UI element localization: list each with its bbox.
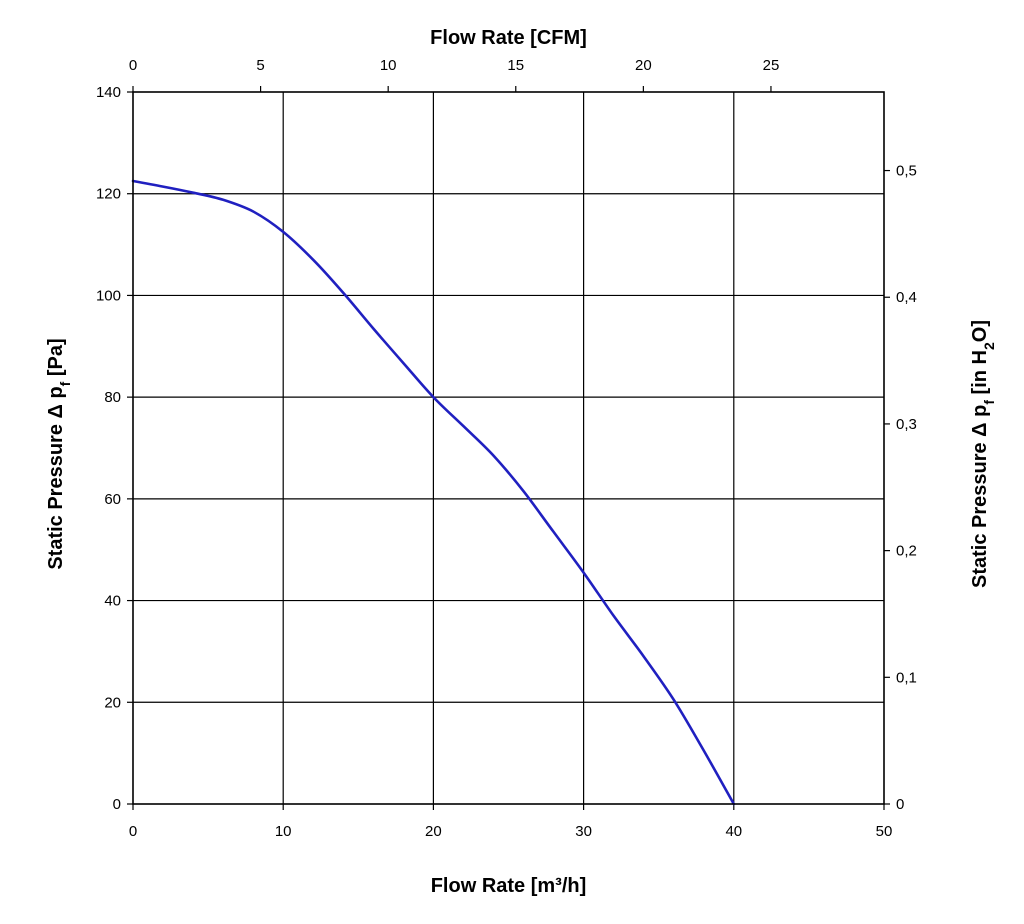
- y2-tick-label: 0: [896, 796, 904, 813]
- x-tick-label: 30: [575, 823, 592, 840]
- x2-tick-label: 25: [763, 57, 780, 74]
- series-line-0: [131, 179, 736, 806]
- y2-axis-title-sub: f: [981, 400, 997, 405]
- x-tick-label: 50: [876, 823, 893, 840]
- y2-axis-title: Static Pressure Δ pf [in H2O]: [969, 320, 997, 588]
- x-tick-label: 0: [129, 823, 137, 840]
- series-layer: [131, 179, 736, 806]
- y2-tick-label: 0,4: [896, 289, 917, 306]
- x2-tick-label: 20: [635, 57, 652, 74]
- y2-tick-label: 0,3: [896, 416, 917, 433]
- plot-frame: [132, 91, 885, 805]
- y-tick-label: 80: [104, 389, 121, 406]
- gridlines: [127, 86, 890, 810]
- y2-axis-title-unit-suffix: O]: [969, 320, 991, 342]
- x-tick-label: 40: [725, 823, 742, 840]
- y-tick-label: 20: [104, 694, 121, 711]
- y2-tick-label: 0,1: [896, 669, 917, 686]
- y-axis-title-unit: [Pa]: [45, 338, 67, 381]
- x2-tick-label: 15: [507, 57, 524, 74]
- x2-axis-title: Flow Rate [CFM]: [430, 27, 587, 49]
- y-axis-title: Static Pressure Δ pf [Pa]: [45, 338, 73, 569]
- y-axis-title-sub: f: [57, 381, 73, 386]
- x-tick-label: 10: [275, 823, 292, 840]
- x2-tick-label: 10: [380, 57, 397, 74]
- y2-tick-label: 0,5: [896, 163, 917, 180]
- y-axis-title-main: Static Pressure Δ p: [45, 386, 67, 569]
- y-tick-label: 100: [96, 287, 121, 304]
- y2-axis-title-unit-prefix: [in H: [969, 350, 991, 400]
- y2-axis-title-unit-sub: 2: [981, 342, 997, 350]
- y-tick-label: 40: [104, 593, 121, 610]
- y-tick-label: 120: [96, 186, 121, 203]
- x2-tick-label: 0: [129, 57, 137, 74]
- y-tick-label: 60: [104, 491, 121, 508]
- y2-tick-label: 0,2: [896, 543, 917, 560]
- y-tick-label: 0: [113, 796, 121, 813]
- x-axis-title: Flow Rate [m³/h]: [431, 875, 587, 897]
- x2-tick-label: 5: [256, 57, 264, 74]
- x-tick-label: 20: [425, 823, 442, 840]
- y2-axis-title-main: Static Pressure Δ p: [969, 405, 991, 588]
- y-tick-label: 140: [96, 84, 121, 101]
